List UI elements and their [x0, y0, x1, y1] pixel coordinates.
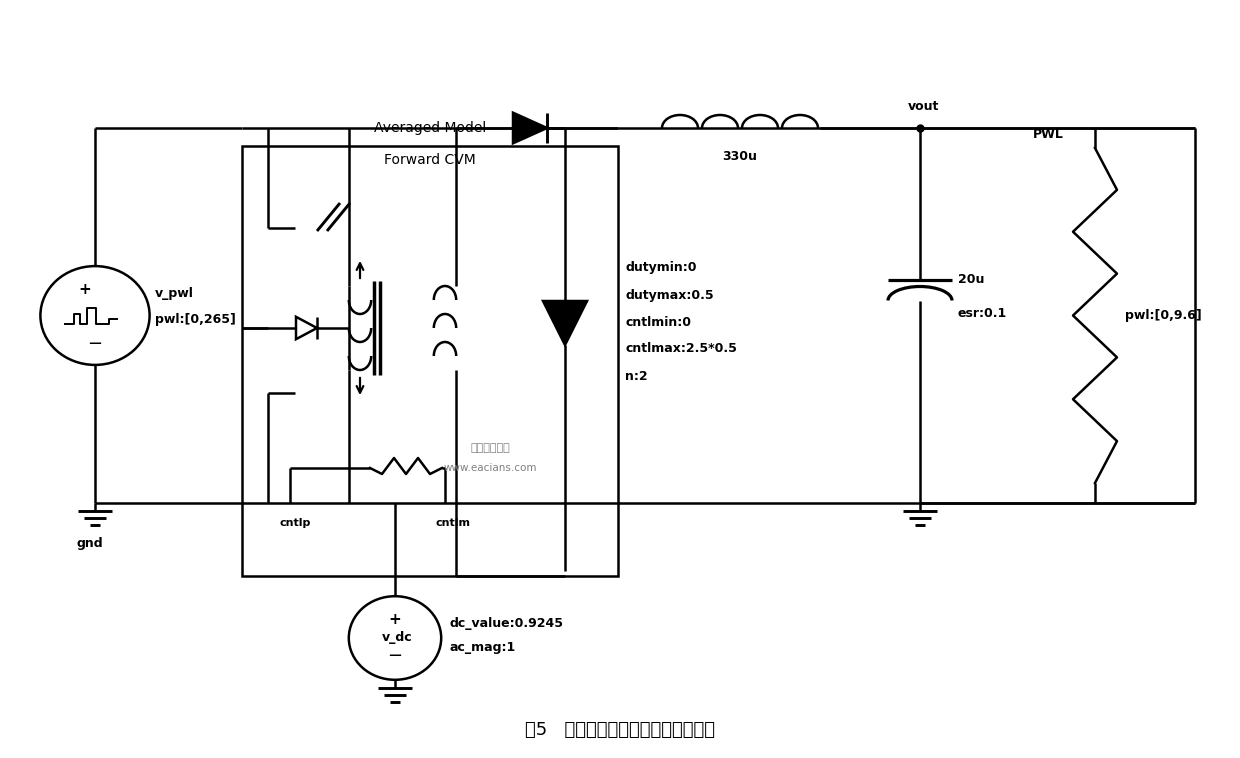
Text: ac_mag:1: ac_mag:1	[450, 641, 516, 654]
Text: cntlmin:0: cntlmin:0	[625, 315, 691, 328]
Text: cntlmax:2.5*0.5: cntlmax:2.5*0.5	[625, 343, 737, 356]
Text: 20u: 20u	[959, 273, 985, 286]
Text: dutymax:0.5: dutymax:0.5	[625, 289, 714, 302]
Text: pwl:[0,265]: pwl:[0,265]	[155, 313, 236, 326]
Text: v_pwl: v_pwl	[155, 287, 193, 300]
Text: dc_value:0.9245: dc_value:0.9245	[450, 616, 564, 629]
Text: www.eacians.com: www.eacians.com	[443, 463, 537, 473]
Text: 330u: 330u	[723, 149, 758, 162]
Text: pwl:[0,9.6]: pwl:[0,9.6]	[1125, 309, 1202, 322]
Text: v_dc: v_dc	[382, 631, 413, 644]
Text: cntlp: cntlp	[280, 518, 311, 528]
Text: 图5   双管正激主电路开环小信号模型: 图5 双管正激主电路开环小信号模型	[525, 721, 715, 739]
Text: Averaged Model: Averaged Model	[374, 121, 486, 135]
Text: Forward CVM: Forward CVM	[384, 153, 476, 167]
Polygon shape	[543, 301, 587, 345]
Text: vout: vout	[908, 99, 940, 112]
Text: cntlm: cntlm	[435, 518, 470, 528]
Text: esr:0.1: esr:0.1	[959, 307, 1007, 320]
Text: 电子发烧友网: 电子发烧友网	[470, 443, 510, 453]
Text: gnd: gnd	[77, 537, 103, 550]
Bar	[242, 146, 618, 576]
Text: dutymin:0: dutymin:0	[625, 262, 697, 274]
Text: +: +	[388, 612, 402, 628]
Text: PWL: PWL	[1033, 127, 1064, 140]
Text: +: +	[78, 282, 92, 297]
Text: n:2: n:2	[625, 369, 647, 383]
Text: −: −	[387, 647, 403, 665]
Text: −: −	[88, 334, 103, 352]
Polygon shape	[513, 113, 547, 143]
